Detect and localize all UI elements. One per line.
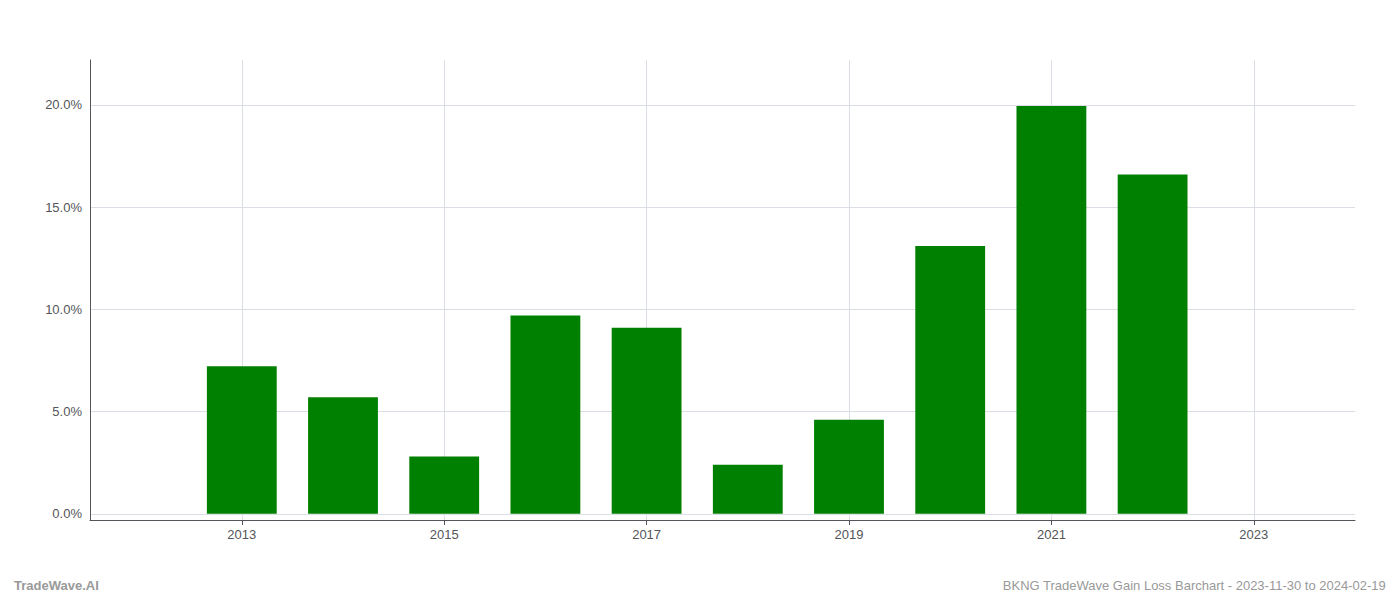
svg-text:2013: 2013 xyxy=(227,527,256,542)
svg-text:2015: 2015 xyxy=(430,527,459,542)
svg-text:2023: 2023 xyxy=(1239,527,1268,542)
svg-text:2019: 2019 xyxy=(835,527,864,542)
svg-text:5.0%: 5.0% xyxy=(52,404,82,419)
svg-text:BKNG TradeWave Gain Loss Barch: BKNG TradeWave Gain Loss Barchart - 2023… xyxy=(1003,578,1386,593)
svg-text:TradeWave.AI: TradeWave.AI xyxy=(14,578,99,593)
svg-text:10.0%: 10.0% xyxy=(45,302,82,317)
svg-text:0.0%: 0.0% xyxy=(52,506,82,521)
svg-text:20.0%: 20.0% xyxy=(45,97,82,112)
svg-text:2021: 2021 xyxy=(1037,527,1066,542)
svg-text:15.0%: 15.0% xyxy=(45,200,82,215)
svg-text:2017: 2017 xyxy=(632,527,661,542)
